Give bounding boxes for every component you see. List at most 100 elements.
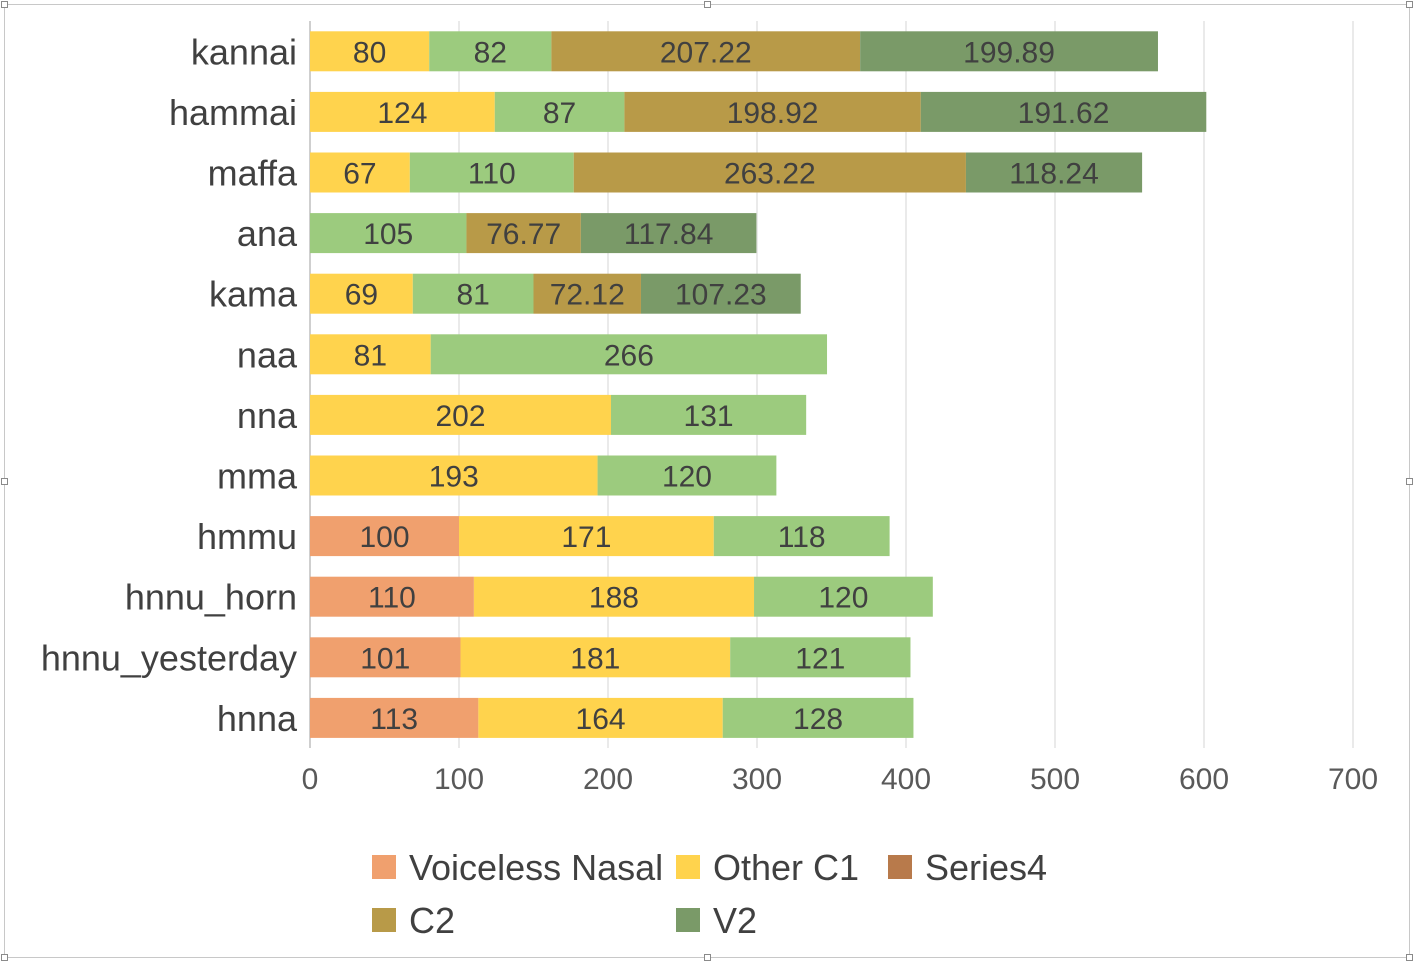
bar-hammai-series4[interactable] [494,91,625,132]
bar-hammai-v2[interactable] [920,91,1207,132]
data-label-hnnu_horn-series4: 120 [818,582,868,615]
data-label-naa-other-c1: 81 [354,339,387,372]
bar-mma-series4[interactable] [597,455,777,496]
data-label-ana-series4: 105 [363,218,413,251]
resize-handle-top-right[interactable] [1406,1,1413,8]
bar-hnnu_horn-voiceless-nasal[interactable] [310,576,474,617]
resize-handle-top-left[interactable] [1,1,8,8]
data-label-kama-other-c1: 69 [345,279,378,312]
bar-mma-other-c1[interactable] [310,455,598,496]
category-label-naa: naa [237,334,298,375]
bar-kannai-series4[interactable] [429,31,552,72]
x-tick-label-600: 600 [1179,763,1229,796]
bar-maffa-series4[interactable] [409,152,574,193]
data-label-kama-v2: 107.23 [675,279,767,312]
category-label-hnnu_horn: hnnu_horn [125,577,297,618]
data-label-ana-c2: 76.77 [486,218,561,251]
bar-hnnu_horn-other-c1[interactable] [473,576,755,617]
data-label-hmmu-other-c1: 171 [561,521,611,554]
legend-label-other-c1[interactable]: Other C1 [713,847,859,888]
resize-handle-bottom-left[interactable] [1,954,8,961]
data-label-hnnu_yesterday-other-c1: 181 [570,642,620,675]
bar-naa-other-c1[interactable] [310,334,431,375]
bars [310,31,1207,738]
data-label-mma-series4: 120 [662,461,712,494]
x-tick-label-400: 400 [881,763,931,796]
bar-nna-other-c1[interactable] [310,394,611,435]
bar-hnna-voiceless-nasal[interactable] [310,697,479,738]
resize-handle-middle-right[interactable] [1406,478,1413,485]
resize-handle-middle-left[interactable] [1,478,8,485]
bar-kama-v2[interactable] [640,273,801,314]
bar-hmmu-voiceless-nasal[interactable] [310,516,459,557]
resize-handle-top-center[interactable] [704,1,711,8]
x-tick-label-100: 100 [434,763,484,796]
bar-kama-c2[interactable] [533,273,641,314]
bar-hnna-other-c1[interactable] [478,697,723,738]
x-tick-label-500: 500 [1030,763,1080,796]
bar-hammai-c2[interactable] [624,91,921,132]
legend-swatch-voiceless-nasal[interactable] [372,855,396,879]
bar-maffa-c2[interactable] [573,152,966,193]
x-tick-label-200: 200 [583,763,633,796]
bar-kannai-c2[interactable] [551,31,861,72]
data-label-hnnu_horn-voiceless-nasal: 110 [368,582,416,615]
bar-hmmu-other-c1[interactable] [459,516,714,557]
category-label-maffa: maffa [208,153,298,194]
bar-maffa-other-c1[interactable] [310,152,410,193]
category-label-hmmu: hmmu [197,516,297,557]
legend-swatch-series4[interactable] [888,855,912,879]
bar-maffa-v2[interactable] [965,152,1143,193]
data-label-hnnu_horn-other-c1: 188 [589,582,639,615]
bar-hammai-other-c1[interactable] [310,91,495,132]
data-label-kama-c2: 72.12 [550,279,625,312]
legend-swatch-v2[interactable] [676,908,700,932]
category-label-kama: kama [209,274,298,315]
bar-kannai-v2[interactable] [860,31,1158,72]
legend-swatch-c2[interactable] [372,908,396,932]
bar-kama-other-c1[interactable] [310,273,413,314]
legend-label-voiceless-nasal[interactable]: Voiceless Nasal [409,847,663,888]
resize-handle-bottom-center[interactable] [704,954,711,961]
legend-label-series4[interactable]: Series4 [925,847,1047,888]
category-label-ana: ana [237,213,298,254]
data-label-kannai-series4: 82 [474,36,507,69]
bar-ana-v2[interactable] [580,213,757,254]
bar-nna-series4[interactable] [610,394,807,435]
resize-handle-bottom-right[interactable] [1406,954,1413,961]
bar-naa-series4[interactable] [430,334,828,375]
bar-kannai-other-c1[interactable] [310,31,430,72]
bar-ana-c2[interactable] [466,213,581,254]
legend-swatch-other-c1[interactable] [676,855,700,879]
data-label-mma-other-c1: 193 [429,461,479,494]
data-label-naa-series4: 266 [604,339,654,372]
bar-hnnu_yesterday-voiceless-nasal[interactable] [310,637,461,678]
bar-hmmu-series4[interactable] [713,516,890,557]
bar-hnnu_horn-series4[interactable] [754,576,933,617]
bar-hnna-series4[interactable] [722,697,914,738]
legend-label-v2[interactable]: V2 [713,900,757,941]
bar-hnnu_yesterday-series4[interactable] [730,637,911,678]
x-tick-label-300: 300 [732,763,782,796]
data-label-hnna-series4: 128 [793,703,843,736]
gridlines [309,21,1354,748]
data-label-kannai-v2: 199.89 [963,36,1055,69]
bar-kama-series4[interactable] [412,273,534,314]
bar-ana-series4[interactable] [310,213,467,254]
data-label-maffa-v2: 118.24 [1009,158,1099,191]
data-label-maffa-c2: 263.22 [724,158,816,191]
data-label-kama-series4: 81 [456,279,489,312]
category-label-kannai: kannai [191,31,297,72]
data-label-maffa-other-c1: 67 [343,158,376,191]
data-label-nna-other-c1: 202 [435,400,485,433]
bar-hnnu_yesterday-other-c1[interactable] [460,637,731,678]
data-label-nna-series4: 131 [684,400,734,433]
legend[interactable]: Voiceless Nasal Other C1 Series4 C2 V2 [372,847,1047,941]
labels: 0 100 200 300 400 500 600 700 80 82 207.22 199.89 ka… [41,31,1378,796]
data-label-hnnu_yesterday-voiceless-nasal: 101 [360,642,410,675]
legend-label-c2[interactable]: C2 [409,900,455,941]
data-label-hnna-other-c1: 164 [576,703,626,736]
data-label-maffa-series4: 110 [468,158,516,191]
category-label-hnna: hnna [217,698,298,739]
